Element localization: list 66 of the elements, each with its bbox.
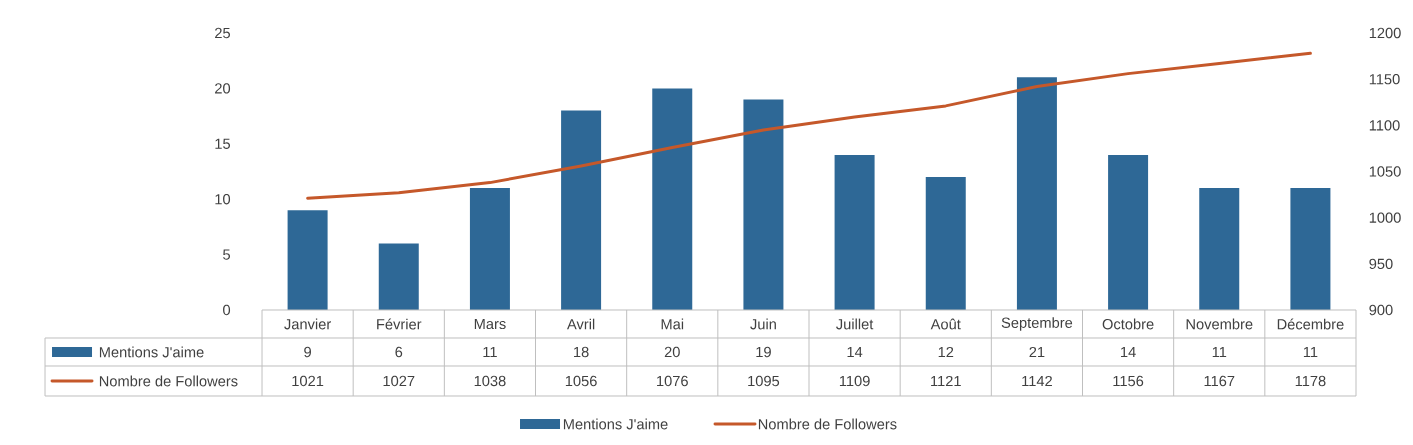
- data-label: 1156: [1113, 375, 1144, 387]
- data-label: 1056: [565, 375, 597, 387]
- bar: [1199, 188, 1240, 310]
- data-label: 1121: [931, 375, 961, 387]
- legend-label: Mentions J'aime: [99, 346, 204, 358]
- y2-tick-label: 900: [1369, 304, 1393, 316]
- bar: [1290, 188, 1331, 310]
- x-tick-label: Décembre: [1277, 318, 1344, 330]
- x-tick-label: Octobre: [1102, 318, 1154, 330]
- data-label: 1142: [1022, 375, 1052, 387]
- y-tick-label: 10: [215, 194, 231, 205]
- bar: [469, 188, 510, 310]
- data-label: 1167: [1204, 375, 1235, 387]
- data-label: 1178: [1295, 375, 1326, 387]
- x-tick-label: Avril: [566, 318, 595, 330]
- bar: [743, 99, 784, 310]
- x-tick-label: Juillet: [836, 318, 874, 330]
- y-tick-label: 0: [223, 304, 231, 316]
- data-label: 9: [304, 346, 311, 358]
- y-tick-label: 5: [223, 249, 231, 260]
- bar: [287, 210, 328, 310]
- data-label: 1027: [383, 375, 415, 387]
- x-tick-label: Août: [930, 318, 961, 330]
- bar: [378, 243, 419, 310]
- bar: [834, 154, 875, 310]
- y-tick-label: 20: [215, 83, 231, 94]
- x-tick-label: Janvier: [284, 318, 331, 330]
- y2-tick-label: 1150: [1369, 73, 1400, 85]
- x-tick-label: Mai: [661, 318, 684, 330]
- x-tick-label: Février: [377, 318, 422, 330]
- data-label: 11: [483, 346, 497, 358]
- data-label: 1038: [474, 375, 506, 387]
- y2-tick-label: 1100: [1369, 120, 1400, 131]
- x-tick-label: Novembre: [1186, 318, 1253, 330]
- bar: [652, 88, 693, 310]
- x-tick-label: Septembre: [1001, 317, 1073, 331]
- data-label: 1021: [292, 375, 324, 387]
- data-label: 6: [395, 346, 403, 358]
- data-label: 18: [574, 346, 589, 358]
- data-label: 1076: [657, 375, 688, 387]
- data-label: 11: [1212, 346, 1227, 358]
- data-label: 1109: [839, 375, 870, 387]
- data-label: 14: [1121, 346, 1136, 358]
- text: Mentions J'aime: [563, 418, 668, 430]
- bar: [561, 110, 602, 310]
- y2-tick-label: 1000: [1369, 212, 1401, 223]
- y2-tick-label: 950: [1369, 258, 1393, 270]
- text: Nombre de Followers: [758, 418, 897, 430]
- data-label: 14: [847, 346, 863, 358]
- data-label: 20: [664, 346, 680, 358]
- legend-label: Nombre de Followers: [99, 375, 238, 387]
- data-label: 1095: [748, 375, 780, 387]
- y2-tick-label: 1050: [1369, 166, 1401, 177]
- y-tick-label: 25: [215, 27, 231, 39]
- data-label: 21: [1029, 346, 1045, 358]
- line-series: [306, 51, 1312, 200]
- y-tick-label: 15: [215, 138, 231, 149]
- data-label: 11: [1303, 346, 1318, 358]
- x-tick-label: Juin: [750, 318, 776, 330]
- x-tick-label: Mars: [474, 318, 506, 330]
- data-label: 19: [756, 346, 771, 358]
- bar: [1108, 154, 1149, 310]
- bar: [1016, 77, 1057, 310]
- y2-tick-label: 1200: [1369, 27, 1401, 39]
- data-label: 12: [938, 346, 954, 358]
- bar: [925, 177, 966, 310]
